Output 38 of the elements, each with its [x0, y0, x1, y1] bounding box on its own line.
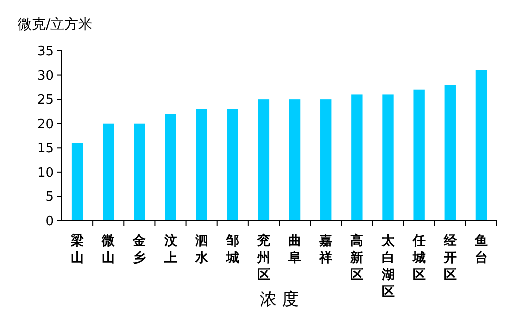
bar [227, 109, 238, 221]
x-tick-label: 曲阜 [288, 234, 302, 266]
y-tick-label: 25 [37, 93, 54, 108]
x-tick-label: 梁山 [70, 233, 84, 266]
bar [103, 124, 114, 221]
y-tick-label: 10 [37, 166, 54, 181]
bar [134, 124, 146, 221]
y-tick-label: 20 [37, 117, 54, 132]
bar [382, 94, 394, 221]
x-tick-label: 嘉祥 [318, 234, 333, 266]
x-tick-label: 高新区 [350, 233, 364, 283]
y-tick-label: 35 [37, 44, 54, 60]
x-tick-label: 鱼台 [474, 234, 488, 266]
bar [444, 85, 456, 221]
x-tick-label: 微山 [101, 234, 116, 266]
x-tick-label: 太白湖区 [380, 234, 396, 300]
bar [289, 100, 301, 221]
bar [196, 109, 208, 221]
bar [476, 70, 488, 221]
bar [165, 114, 176, 221]
y-axis-title: 微克/立方米 [18, 17, 93, 33]
y-tick-label: 30 [37, 68, 54, 84]
bar [320, 100, 332, 221]
y-tick-label: 5 [46, 190, 54, 206]
bar [72, 143, 84, 221]
x-tick-label: 汶上 [163, 233, 178, 266]
bar [258, 100, 270, 221]
x-tick-label: 任城区 [412, 234, 426, 283]
bar [352, 94, 363, 221]
y-tick-label: 0 [46, 214, 54, 230]
x-axis-title: 浓 度 [260, 290, 300, 310]
bar [414, 90, 425, 221]
x-tick-label: 泗水 [194, 234, 210, 266]
x-tick-label: 兖州区 [256, 233, 270, 283]
x-tick-label: 邹城 [225, 234, 240, 266]
y-tick-label: 15 [37, 142, 54, 157]
x-tick-label: 经开区 [442, 234, 458, 283]
x-tick-label: 金乡 [132, 234, 148, 266]
